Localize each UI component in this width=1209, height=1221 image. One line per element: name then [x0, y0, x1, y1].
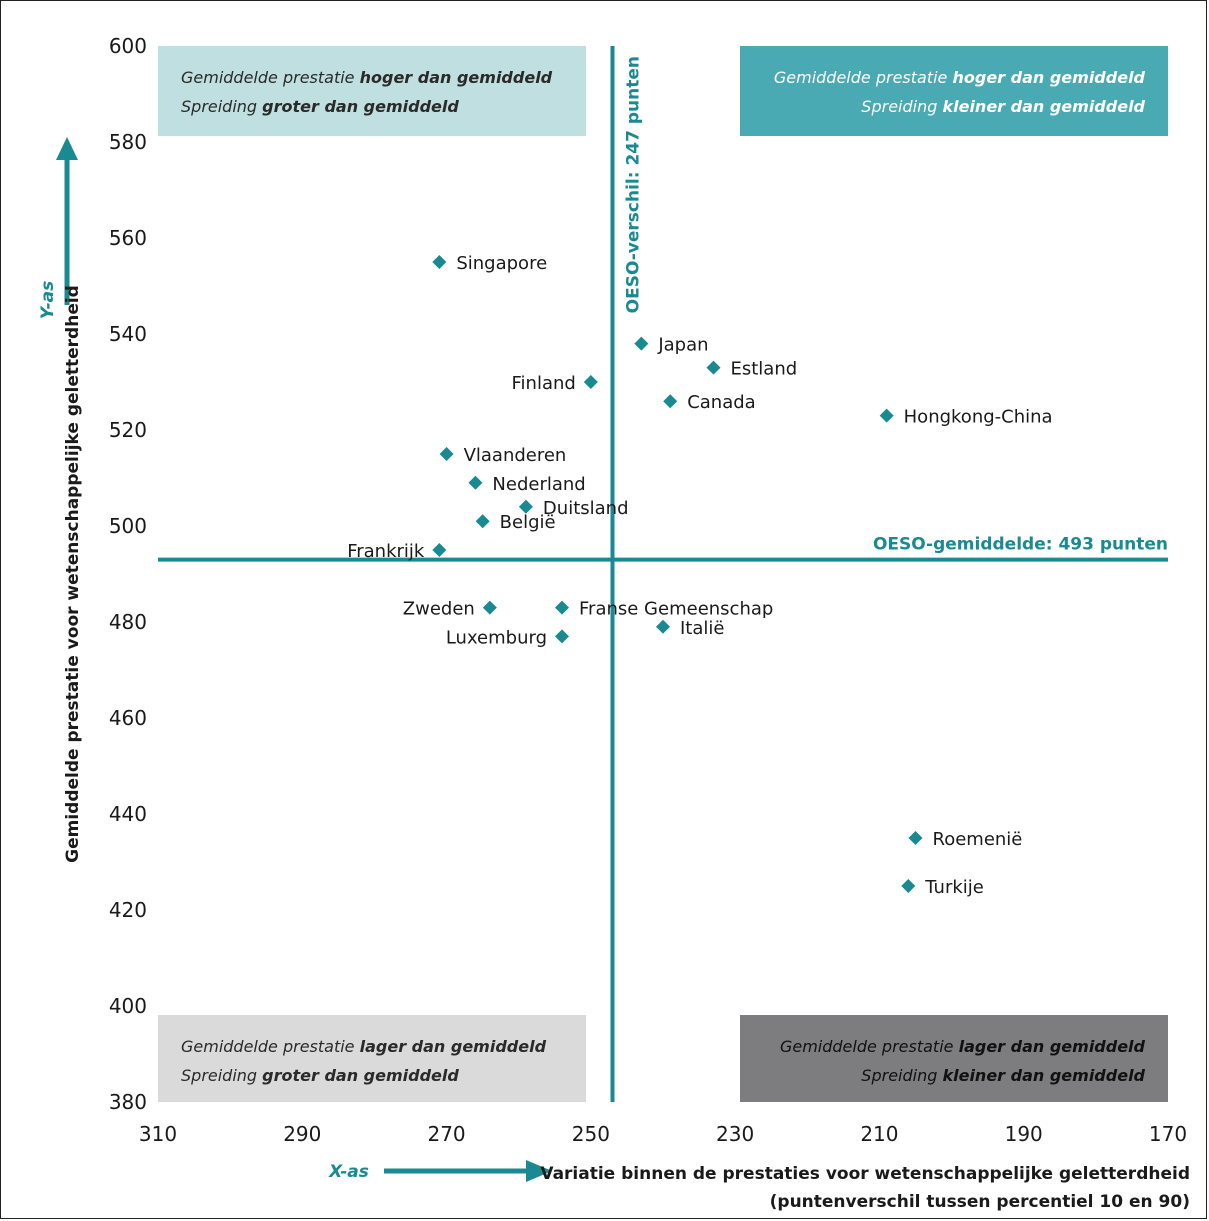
y-tick-label: 560 — [109, 226, 147, 250]
data-point-marker — [432, 543, 447, 557]
y-tick-label: 520 — [109, 418, 147, 442]
data-point-label: België — [500, 512, 556, 533]
data-point-label: Duitsland — [543, 498, 629, 519]
data-point-marker — [439, 447, 454, 461]
data-point-marker — [583, 375, 598, 389]
data-point-label: Nederland — [492, 474, 585, 495]
data-point-label: Franse Gemeenschap — [579, 599, 773, 620]
data-point-label: Japan — [657, 335, 708, 356]
data-point-label: Hongkong-China — [904, 407, 1053, 428]
quadrant-text-top-left-line1: Gemiddelde prestatie hoger dan gemiddeld — [181, 68, 553, 87]
data-point-label: Luxemburg — [446, 627, 547, 648]
x-axis-title-line2: (puntenverschil tussen percentiel 10 en … — [770, 1192, 1190, 1212]
data-point-label: Singapore — [456, 253, 547, 274]
x-tick-label: 210 — [860, 1122, 898, 1146]
data-point-label: Frankrijk — [347, 541, 425, 562]
reference-lines: OESO-verschil: 247 punten OESO-gemiddelde… — [158, 46, 1168, 1102]
data-point-label: Vlaanderen — [464, 445, 567, 466]
y-tick-label: 540 — [109, 322, 147, 346]
y-tick-label: 400 — [109, 994, 147, 1018]
x-axis-ticks: 310 290 270 250 230 210 190 170 — [139, 1122, 1187, 1146]
data-point-marker — [879, 408, 894, 423]
x-tick-label: 250 — [572, 1122, 610, 1146]
y-axis-title: Gemiddelde prestatie voor wetenschappeli… — [63, 285, 83, 863]
quadrant-text-top-right-line2: Spreiding kleiner dan gemiddeld — [861, 97, 1145, 116]
data-point-label: Roemenië — [933, 829, 1023, 850]
data-points: Singapore Japan Estland Finland Canada Hongko… — [347, 253, 1052, 898]
data-point-label: Canada — [687, 392, 756, 413]
y-tick-label: 460 — [109, 706, 147, 730]
data-point-label: Turkije — [924, 877, 984, 898]
quadrant-box-top-left — [158, 46, 586, 136]
quadrant-text-top-left-line2: Spreiding groter dan gemiddeld — [181, 97, 459, 116]
x-axis-name: X-as — [328, 1162, 369, 1182]
x-axis-title-line1: Variatie binnen de prestaties voor weten… — [540, 1164, 1190, 1184]
x-tick-label: 190 — [1005, 1122, 1043, 1146]
data-point-marker — [482, 600, 497, 615]
reference-label-vertical: OESO-verschil: 247 punten — [624, 56, 644, 313]
data-point-marker — [555, 629, 569, 644]
y-tick-label: 580 — [109, 130, 147, 154]
quadrant-box-bottom-left — [158, 1015, 586, 1102]
data-point-marker — [908, 831, 923, 845]
data-point-label: Italië — [680, 618, 724, 639]
x-tick-label: 290 — [283, 1122, 321, 1146]
quadrant-text-bottom-right-line2: Spreiding kleiner dan gemiddeld — [861, 1066, 1145, 1085]
data-point-marker — [468, 475, 483, 490]
y-axis-name: Y-as — [38, 281, 58, 319]
y-tick-label: 600 — [109, 34, 147, 58]
reference-label-horizontal: OESO-gemiddelde: 493 punten — [873, 535, 1168, 555]
y-tick-label: 500 — [109, 514, 147, 538]
data-point-label: Estland — [731, 359, 798, 380]
data-point-marker — [475, 514, 490, 529]
quadrant-text-bottom-right-line1: Gemiddelde prestatie lager dan gemiddeld — [780, 1037, 1146, 1056]
data-point-marker — [901, 879, 916, 893]
y-axis-ticks: 380 400 420 440 460 480 500 520 540 560 580 600 — [109, 34, 147, 1114]
quadrant-boxes: Gemiddelde prestatie hoger dan gemiddeld… — [158, 46, 1168, 1102]
data-point-marker — [555, 600, 569, 615]
quadrant-text-bottom-left-line1: Gemiddelde prestatie lager dan gemiddeld — [181, 1037, 547, 1056]
quadrant-box-bottom-right — [740, 1015, 1168, 1102]
quadrant-text-bottom-left-line2: Spreiding groter dan gemiddeld — [181, 1066, 459, 1085]
x-tick-label: 230 — [716, 1122, 754, 1146]
x-tick-label: 270 — [427, 1122, 465, 1146]
y-tick-label: 380 — [109, 1090, 147, 1114]
data-point-label: Zweden — [403, 599, 475, 620]
data-point-marker — [663, 394, 678, 409]
y-tick-label: 420 — [109, 898, 147, 922]
data-point-marker — [518, 499, 533, 514]
y-axis-arrow — [56, 137, 78, 305]
y-tick-label: 480 — [109, 610, 147, 634]
x-tick-label: 310 — [139, 1122, 177, 1146]
data-point-marker — [706, 360, 721, 375]
data-point-marker — [634, 336, 649, 351]
x-axis-arrow — [384, 1160, 552, 1182]
data-point-marker — [656, 619, 670, 634]
quadrant-box-top-right — [740, 46, 1168, 136]
data-point-marker — [432, 255, 447, 269]
x-tick-label: 170 — [1149, 1122, 1187, 1146]
data-point-label: Finland — [512, 373, 576, 394]
quadrant-text-top-right-line1: Gemiddelde prestatie hoger dan gemiddeld — [774, 68, 1146, 87]
y-tick-label: 440 — [109, 802, 147, 826]
